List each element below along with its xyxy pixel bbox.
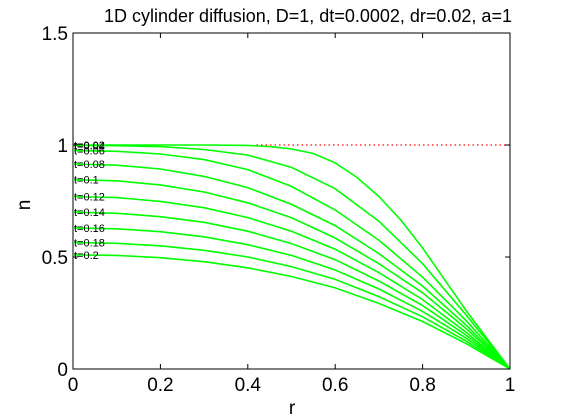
series-label: t=0.08 <box>74 159 105 171</box>
y-tick-label: 0 <box>57 360 68 381</box>
plot-area <box>73 33 510 369</box>
series-label: t=0.16 <box>74 223 105 235</box>
y-tick-label: 0.5 <box>42 248 68 269</box>
x-tick-label: 0.8 <box>409 375 435 396</box>
x-tick-label: 0.4 <box>235 375 262 396</box>
y-tick-label: 1.5 <box>42 24 68 45</box>
series-label: t=0.12 <box>74 192 105 204</box>
x-axis-label: r <box>289 398 296 419</box>
y-tick-label: 1 <box>57 136 68 157</box>
x-tick-label: 0.2 <box>147 375 173 396</box>
series-label: t=0.06 <box>74 146 105 158</box>
series-label: t=0.1 <box>74 175 99 187</box>
y-axis-label: n <box>14 200 35 211</box>
chart-title: 1D cylinder diffusion, D=1, dt=0.0002, d… <box>104 6 512 26</box>
x-tick-label: 0.6 <box>322 375 348 396</box>
x-tick-label: 0 <box>68 375 79 396</box>
curve-labels-group: t=0.02t=0.04t=0.06t=0.08t=0.1t=0.12t=0.1… <box>74 140 105 262</box>
series-label: t=0.14 <box>74 207 105 219</box>
series-label: t=0.18 <box>74 237 105 249</box>
series-label: t=0.2 <box>74 250 99 262</box>
x-tick-label: 1 <box>505 375 516 396</box>
